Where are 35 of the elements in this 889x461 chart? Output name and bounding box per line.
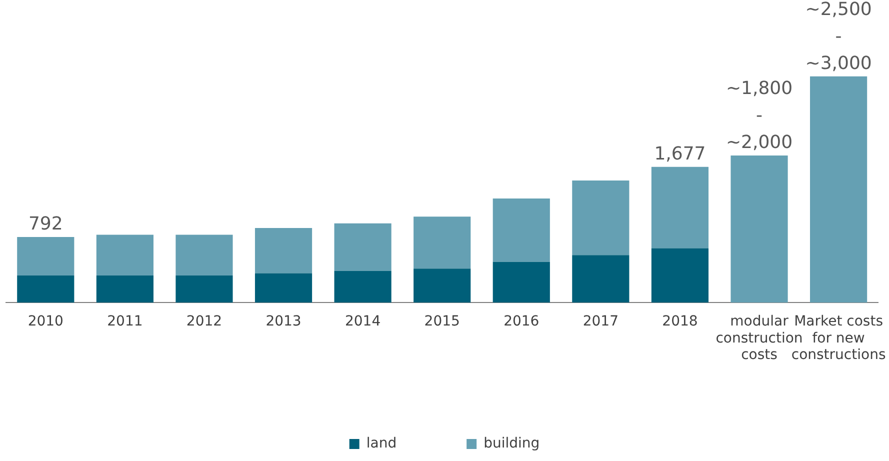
x-tick-label: 2016 [504, 314, 540, 330]
bar [492, 198, 550, 262]
bar [572, 180, 630, 256]
bar [334, 223, 392, 271]
x-tick-label: 2012 [186, 314, 222, 330]
bar [334, 270, 392, 303]
legend-label: building [484, 436, 540, 452]
x-tick-label: 2010 [28, 314, 64, 330]
bar [176, 275, 233, 303]
annotation: ~1,800 - ~2,000 [726, 78, 793, 154]
legend-label: land [366, 436, 397, 452]
annotation: 792 [28, 214, 63, 235]
bar [730, 156, 788, 303]
bar [176, 234, 233, 276]
bar [492, 262, 550, 303]
bar [572, 255, 630, 303]
bar [414, 268, 471, 303]
x-tick-label: 2011 [107, 314, 143, 330]
bar [17, 275, 74, 303]
x-tick-label: 2018 [662, 314, 698, 330]
bar [810, 76, 868, 303]
bar [254, 228, 312, 274]
x-tick-label: 2015 [424, 314, 460, 330]
x-tick-label: 2017 [582, 314, 618, 330]
bar [96, 275, 154, 303]
bar [651, 248, 709, 303]
annotation: ~2,500 - ~3,000 [805, 0, 872, 74]
bar [254, 273, 312, 303]
annotation: 1,677 [654, 144, 706, 165]
x-tick-label: 2014 [344, 314, 381, 330]
bar [651, 166, 709, 248]
bar [96, 234, 154, 276]
x-tick-label: 2013 [266, 314, 302, 330]
bar [17, 237, 74, 276]
bar [414, 216, 471, 269]
